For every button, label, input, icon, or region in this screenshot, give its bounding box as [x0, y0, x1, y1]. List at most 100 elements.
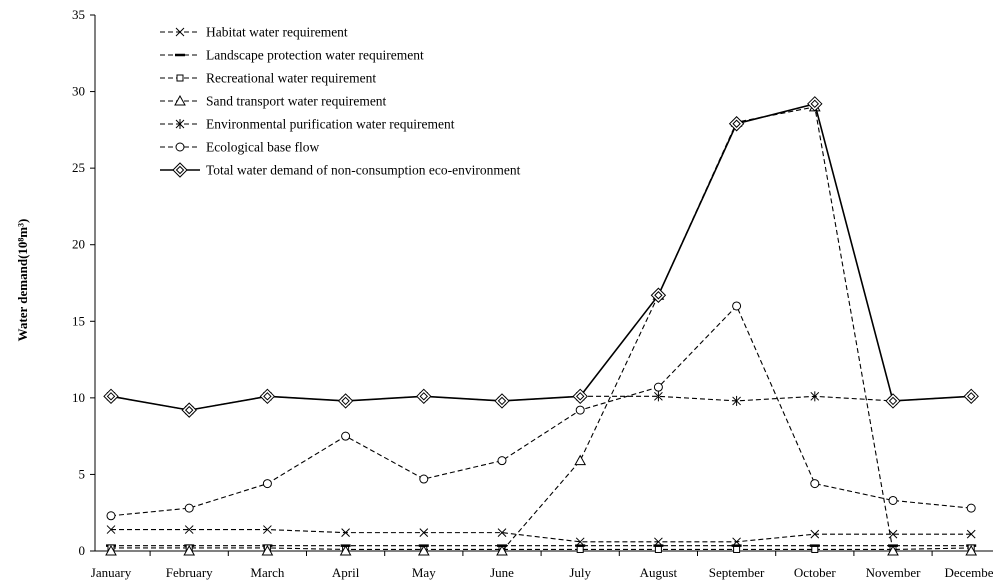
data-point [497, 528, 507, 537]
data-point [965, 544, 978, 556]
data-point [885, 393, 901, 409]
series-6 [103, 96, 979, 418]
x-tick-label: June [490, 565, 514, 580]
data-point [807, 96, 823, 112]
data-point [963, 388, 979, 405]
data-point [105, 544, 117, 556]
series-line [111, 106, 972, 552]
data-point [888, 495, 898, 505]
legend-item: Total water demand of non-consumption ec… [160, 162, 521, 178]
data-point [497, 456, 507, 466]
x-tick-label: April [332, 565, 360, 580]
data-point [184, 503, 194, 513]
legend-marker [175, 119, 185, 129]
y-tick-label: 0 [79, 543, 86, 558]
legend-marker [175, 27, 185, 37]
data-point [419, 474, 429, 484]
data-point [654, 391, 663, 402]
data-point [576, 545, 584, 553]
x-tick-label: March [250, 565, 284, 580]
series-4 [106, 391, 976, 416]
legend-label: Total water demand of non-consumption ec… [206, 163, 521, 178]
x-tick-label: October [794, 565, 837, 580]
series-line [111, 529, 972, 543]
series-5 [106, 301, 976, 521]
legend-label: Sand transport water requirement [206, 94, 387, 109]
series-line [111, 547, 972, 551]
series-line [110, 304, 972, 517]
y-tick-label: 35 [72, 7, 85, 22]
data-point [732, 395, 741, 406]
x-tick-label: May [412, 565, 436, 580]
legend-item: Environmental purification water require… [160, 117, 455, 132]
data-point [263, 525, 272, 534]
y-tick-label: 10 [72, 390, 85, 405]
y-tick-label: 20 [72, 237, 85, 252]
data-point [181, 402, 197, 418]
legend-item: Sand transport water requirement [160, 94, 387, 109]
series-0 [106, 525, 976, 547]
axes: 0 5 10 15 20 25 30 35 January February March April M… [72, 7, 993, 580]
data-point [810, 529, 820, 539]
data-point [417, 544, 430, 556]
legend-label: Habitat water requirement [206, 25, 348, 40]
x-tick-label: December [944, 565, 993, 580]
legend-item: Landscape protection water requirement [160, 48, 424, 63]
data-point [261, 544, 274, 556]
legend-label: Landscape protection water requirement [206, 48, 424, 63]
x-tick-label: September [709, 565, 765, 580]
legend-marker [176, 74, 184, 82]
legend-marker [172, 162, 188, 178]
y-tick-label: 30 [72, 84, 85, 99]
data-point [575, 405, 585, 415]
legend-label: Recreational water requirement [206, 71, 376, 86]
legend: Habitat water requirement Landscape prote… [160, 25, 521, 178]
data-point [183, 544, 196, 556]
data-point [106, 525, 116, 534]
y-tick-label: 5 [79, 466, 86, 481]
data-point [339, 544, 352, 556]
data-point [732, 301, 742, 311]
data-point [810, 391, 820, 402]
data-point [966, 503, 976, 513]
legend-marker [174, 94, 186, 106]
data-point [262, 479, 272, 489]
y-tick-label: 15 [72, 313, 85, 328]
data-point [416, 388, 432, 405]
x-tick-label: August [640, 565, 678, 580]
data-point [419, 528, 429, 537]
legend-marker [175, 142, 185, 152]
legend-item: Ecological base flow [160, 140, 319, 155]
data-point [496, 544, 508, 556]
data-point [810, 479, 820, 489]
legend-label: Ecological base flow [206, 140, 319, 155]
data-point [728, 116, 745, 132]
data-point [811, 545, 819, 553]
data-point [184, 525, 194, 534]
legend-item: Recreational water requirement [160, 71, 376, 86]
data-point [341, 528, 350, 537]
series-line [110, 102, 972, 411]
data-point [103, 388, 119, 405]
x-tick-label: July [569, 565, 591, 580]
x-tick-label: January [91, 565, 132, 580]
data-point [887, 544, 899, 556]
data-point [494, 393, 510, 409]
data-point [106, 511, 116, 521]
data-point [337, 393, 354, 409]
data-point [574, 454, 587, 466]
x-tick-label: November [866, 565, 922, 580]
data-point [888, 529, 898, 539]
data-point [733, 545, 741, 553]
x-tick-label: February [166, 565, 213, 580]
series-layer [103, 96, 979, 556]
data-point [653, 382, 663, 392]
data-point [654, 545, 662, 553]
legend-label: Environmental purification water require… [206, 117, 455, 132]
data-point [259, 388, 276, 405]
y-axis-title: Water demand(10⁸m³) [15, 219, 30, 342]
data-point [650, 287, 667, 303]
data-point [966, 529, 976, 539]
data-point [572, 388, 588, 405]
